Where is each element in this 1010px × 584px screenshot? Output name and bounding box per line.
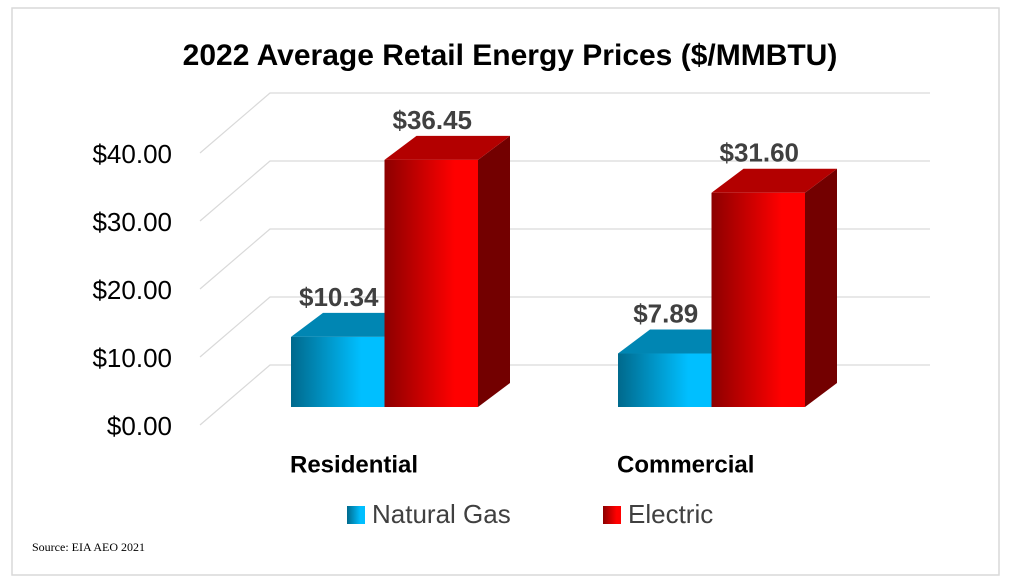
chart-title: 2022 Average Retail Energy Prices ($/MMB… bbox=[183, 39, 838, 72]
legend-swatch bbox=[347, 506, 365, 524]
bar bbox=[711, 192, 805, 407]
bar bbox=[618, 353, 712, 407]
source-note: Source: EIA AEO 2021 bbox=[32, 540, 145, 554]
grid-line bbox=[199, 296, 930, 358]
bar-top bbox=[384, 135, 510, 160]
grid-line bbox=[199, 160, 930, 222]
y-tick-label: $40.00 bbox=[92, 139, 172, 169]
bar bbox=[291, 336, 385, 407]
y-tick-label: $20.00 bbox=[92, 275, 172, 305]
data-label: $31.60 bbox=[719, 138, 799, 168]
bar-side bbox=[805, 168, 837, 407]
y-tick-label: $10.00 bbox=[92, 343, 172, 373]
bar bbox=[384, 159, 478, 407]
bar-side bbox=[478, 135, 510, 407]
data-label: $36.45 bbox=[392, 105, 472, 135]
x-tick-label: Residential bbox=[290, 451, 418, 478]
grid-line bbox=[199, 228, 930, 290]
x-tick-label: Commercial bbox=[617, 451, 754, 478]
bar-top bbox=[711, 168, 837, 193]
data-label: $10.34 bbox=[299, 282, 379, 312]
legend-swatch bbox=[603, 506, 621, 524]
legend-label: Electric bbox=[628, 499, 713, 529]
legend-label: Natural Gas bbox=[372, 499, 511, 529]
y-tick-label: $30.00 bbox=[92, 207, 172, 237]
y-tick-label: $0.00 bbox=[107, 411, 172, 441]
grid-line bbox=[199, 92, 930, 154]
data-label: $7.89 bbox=[633, 298, 698, 328]
